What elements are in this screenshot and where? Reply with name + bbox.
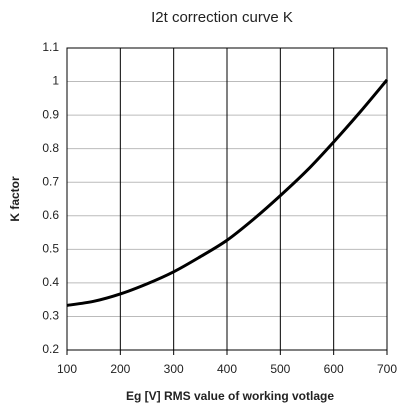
x-tick-label: 600	[324, 362, 344, 376]
x-tick-label: 700	[377, 362, 397, 376]
x-axis-label: Eg [V] RMS value of working votlage	[126, 389, 334, 403]
x-tick-label: 200	[110, 362, 130, 376]
y-tick-label: 0.8	[42, 141, 59, 155]
x-tick-label: 300	[164, 362, 184, 376]
y-tick-label: 0.5	[42, 242, 59, 256]
y-tick-label: 0.2	[42, 342, 59, 356]
x-tick-label: 400	[217, 362, 237, 376]
plot-frame	[66, 47, 388, 351]
y-tick-label: 0.3	[42, 309, 59, 323]
y-tick-label: 0.4	[42, 275, 59, 289]
y-tick-label: 1.1	[42, 40, 59, 54]
y-tick-label: 0.7	[42, 174, 59, 188]
curve	[66, 78, 389, 307]
y-tick-label: 0.6	[42, 208, 59, 222]
x-tick-label: 500	[270, 362, 290, 376]
chart-title: I2t correction curve K	[151, 9, 293, 26]
x-tick-label: 100	[57, 362, 77, 376]
y-tick-label: 0.9	[42, 107, 59, 121]
y-tick-label: 1	[52, 74, 59, 88]
y-axis-label: K factor	[8, 176, 22, 222]
